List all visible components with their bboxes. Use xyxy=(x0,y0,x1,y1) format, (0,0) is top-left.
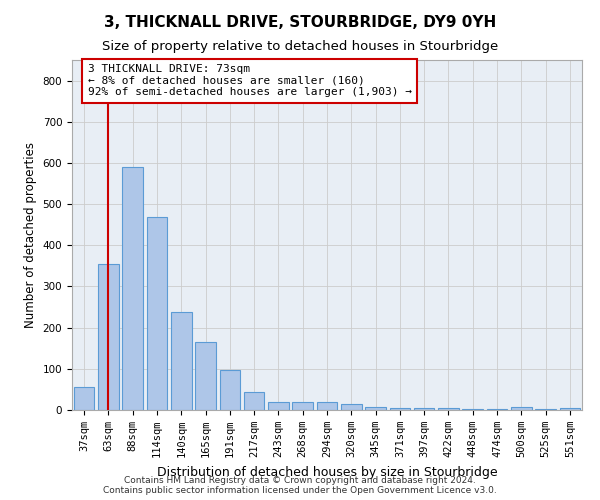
Bar xyxy=(98,264,119,410)
Bar xyxy=(317,402,337,410)
Bar xyxy=(74,388,94,410)
Bar xyxy=(122,167,143,410)
Bar xyxy=(146,218,167,410)
Bar xyxy=(463,409,483,410)
Bar xyxy=(365,407,386,410)
Bar xyxy=(341,404,362,410)
Bar xyxy=(292,402,313,410)
Bar xyxy=(560,408,580,410)
Bar xyxy=(244,392,265,410)
Bar xyxy=(414,408,434,410)
Bar xyxy=(535,409,556,410)
Text: Size of property relative to detached houses in Stourbridge: Size of property relative to detached ho… xyxy=(102,40,498,53)
Bar xyxy=(268,402,289,410)
Bar xyxy=(511,406,532,410)
Bar xyxy=(438,408,459,410)
Bar xyxy=(487,409,508,410)
Bar xyxy=(389,408,410,410)
Bar xyxy=(220,370,240,410)
Text: 3, THICKNALL DRIVE, STOURBRIDGE, DY9 0YH: 3, THICKNALL DRIVE, STOURBRIDGE, DY9 0YH xyxy=(104,15,496,30)
Text: Contains HM Land Registry data © Crown copyright and database right 2024.: Contains HM Land Registry data © Crown c… xyxy=(124,476,476,485)
Y-axis label: Number of detached properties: Number of detached properties xyxy=(24,142,37,328)
Bar xyxy=(171,312,191,410)
X-axis label: Distribution of detached houses by size in Stourbridge: Distribution of detached houses by size … xyxy=(157,466,497,478)
Text: Contains public sector information licensed under the Open Government Licence v3: Contains public sector information licen… xyxy=(103,486,497,495)
Text: 3 THICKNALL DRIVE: 73sqm
← 8% of detached houses are smaller (160)
92% of semi-d: 3 THICKNALL DRIVE: 73sqm ← 8% of detache… xyxy=(88,64,412,98)
Bar xyxy=(195,342,216,410)
